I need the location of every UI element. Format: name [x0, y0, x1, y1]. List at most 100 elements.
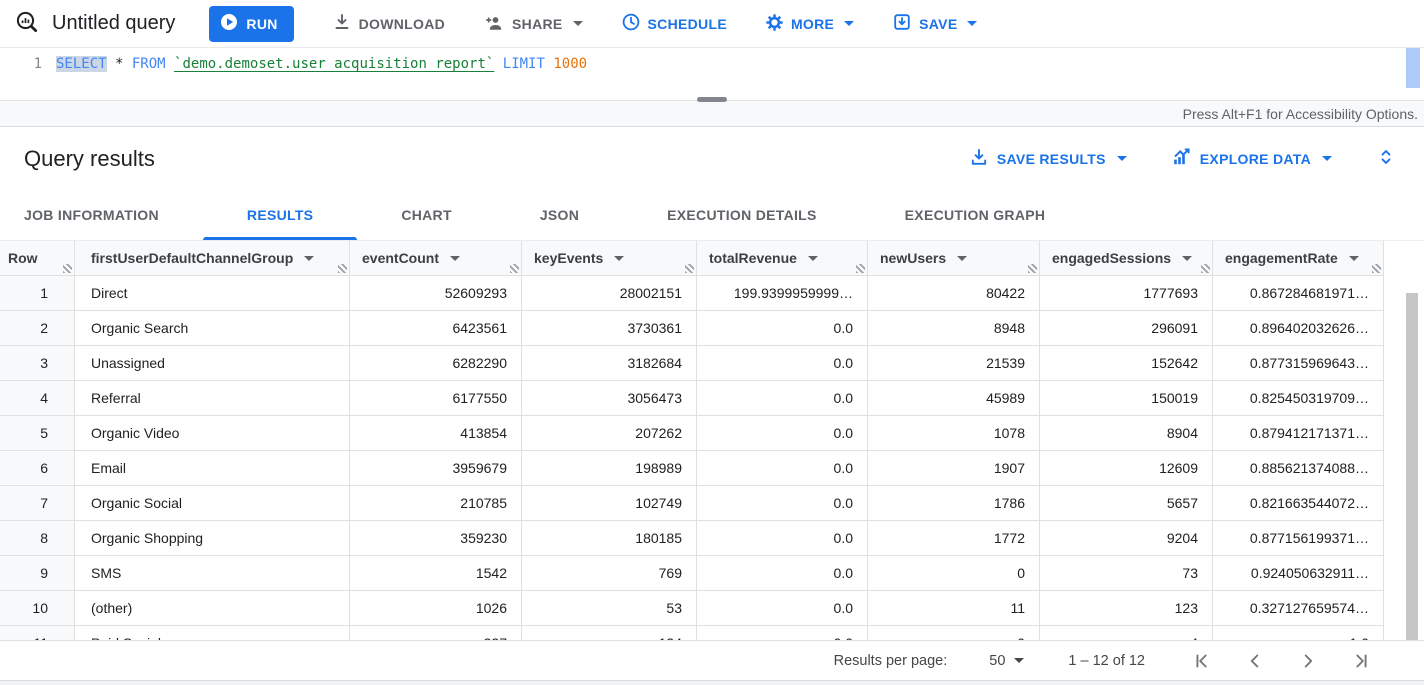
tab-json[interactable]: JSON	[539, 207, 580, 223]
table-scrollbar-thumb[interactable]	[1406, 293, 1418, 640]
data-cell: 207262	[522, 416, 697, 450]
sql-code-line[interactable]: SELECT * FROM `demo.demoset.user_acquisi…	[56, 48, 587, 100]
pane-resize-handle[interactable]	[697, 97, 727, 102]
collapse-panel-button[interactable]	[1376, 147, 1396, 170]
first-page-button[interactable]	[1191, 650, 1213, 672]
data-cell: 769	[522, 556, 697, 590]
data-cell: 210785	[350, 486, 522, 520]
data-cell: 8904	[1040, 416, 1213, 450]
chevron-down-icon	[1116, 156, 1127, 161]
sql-token-table-link[interactable]: `demo.demoset.user_acquisition_report`	[174, 56, 495, 72]
data-cell: 1078	[868, 416, 1040, 450]
column-header-engagedSessions[interactable]: engagedSessions	[1040, 241, 1213, 275]
row-number-cell: 10	[0, 591, 75, 625]
tab-execution-graph[interactable]: EXECUTION GRAPH	[904, 207, 1046, 223]
arrow-drop-down-icon[interactable]	[1182, 255, 1193, 261]
row-number-cell: 7	[0, 486, 75, 520]
data-cell: (other)	[75, 591, 350, 625]
last-page-button[interactable]	[1350, 650, 1372, 672]
data-cell: 3730361	[522, 311, 697, 345]
arrow-drop-down-icon[interactable]	[614, 255, 625, 261]
column-header-newUsers[interactable]: newUsers	[868, 241, 1040, 275]
arrow-drop-down-icon[interactable]	[450, 255, 460, 261]
share-button[interactable]: SHARE	[483, 13, 583, 35]
sql-token-plain: *	[106, 56, 132, 72]
arrow-drop-down-icon[interactable]	[807, 255, 818, 261]
tab-results[interactable]: RESULTS	[202, 190, 358, 240]
resize-grip-icon[interactable]	[338, 264, 347, 273]
data-cell: 6423561	[350, 311, 522, 345]
data-cell: 9204	[1040, 521, 1213, 555]
data-cell: 0.0	[697, 346, 868, 380]
data-cell: 4	[1040, 626, 1213, 640]
tab-chart[interactable]: CHART	[401, 207, 452, 223]
data-cell: Direct	[75, 276, 350, 310]
download-tray-icon	[969, 147, 989, 170]
row-number-cell: 8	[0, 521, 75, 555]
editor-scrollbar-thumb[interactable]	[1406, 48, 1420, 88]
data-cell: 73	[1040, 556, 1213, 590]
sql-token-plain	[166, 56, 174, 72]
arrow-drop-down-icon[interactable]	[1348, 255, 1359, 261]
editor-status-bar: Press Alt+F1 for Accessibility Options.	[0, 97, 1424, 127]
column-header-keyEvents[interactable]: keyEvents	[522, 241, 697, 275]
query-title[interactable]: Untitled query	[52, 12, 176, 34]
schedule-button[interactable]: SCHEDULE	[621, 12, 727, 35]
resize-grip-icon[interactable]	[1028, 264, 1037, 273]
table-body: 1 Direct 52609293 28002151 199.9399959999… 80…	[0, 276, 1424, 640]
data-cell: 52609293	[350, 276, 522, 310]
download-button[interactable]: DOWNLOAD	[332, 12, 445, 35]
explore-data-label: EXPLORE DATA	[1199, 150, 1311, 167]
resize-grip-icon[interactable]	[685, 264, 694, 273]
column-header-Row[interactable]: Row	[0, 241, 75, 275]
column-header-totalRevenue[interactable]: totalRevenue	[697, 241, 868, 275]
data-cell: 3056473	[522, 381, 697, 415]
resize-grip-icon[interactable]	[1372, 264, 1381, 273]
more-button[interactable]: MORE	[765, 13, 855, 35]
save-label: SAVE	[919, 15, 958, 32]
arrow-drop-down-icon[interactable]	[957, 255, 968, 261]
download-icon	[332, 12, 352, 35]
data-cell: 1772	[868, 521, 1040, 555]
data-cell: 3182684	[522, 346, 697, 380]
data-cell: 1777693	[1040, 276, 1213, 310]
data-cell: 0.877156199371…	[1213, 521, 1384, 555]
resize-grip-icon[interactable]	[63, 264, 72, 273]
column-header-firstUserDefaultChannelGroup[interactable]: firstUserDefaultChannelGroup	[75, 241, 350, 275]
data-cell: Paid Social	[75, 626, 350, 640]
arrow-drop-down-icon[interactable]	[304, 255, 315, 261]
tab-job-information[interactable]: JOB INFORMATION	[24, 207, 159, 223]
previous-page-button[interactable]	[1244, 650, 1266, 672]
data-cell: 0	[868, 626, 1040, 640]
data-cell: 150019	[1040, 381, 1213, 415]
column-label: firstUserDefaultChannelGroup	[91, 250, 294, 266]
tab-execution-details[interactable]: EXECUTION DETAILS	[667, 207, 817, 223]
data-cell: 0.821663544072…	[1213, 486, 1384, 520]
data-cell: Organic Social	[75, 486, 350, 520]
resize-grip-icon[interactable]	[1201, 264, 1210, 273]
save-box-icon	[892, 12, 912, 35]
chevron-left-icon	[1244, 650, 1266, 672]
explore-data-button[interactable]: EXPLORE DATA	[1171, 147, 1332, 170]
line-number: 1	[33, 56, 42, 72]
table-row: 1 Direct 52609293 28002151 199.9399959999… 80…	[0, 276, 1384, 311]
save-button[interactable]: SAVE	[892, 12, 978, 35]
data-cell: 0.879412171371…	[1213, 416, 1384, 450]
page-size-select[interactable]: 50	[989, 652, 1025, 669]
resize-grip-icon[interactable]	[510, 264, 519, 273]
column-header-eventCount[interactable]: eventCount	[350, 241, 522, 275]
page-size-value: 50	[989, 652, 1006, 669]
resize-grip-icon[interactable]	[856, 264, 865, 273]
data-cell: 0.825450319709…	[1213, 381, 1384, 415]
data-cell: 0.924050632911…	[1213, 556, 1384, 590]
table-row: 7 Organic Social 210785 102749 0.0 1786 5657 0.…	[0, 486, 1384, 521]
sql-editor[interactable]: 1 SELECT * FROM `demo.demoset.user_acqui…	[0, 48, 1424, 100]
column-header-engagementRate[interactable]: engagementRate	[1213, 241, 1384, 275]
save-results-button[interactable]: SAVE RESULTS	[969, 147, 1127, 170]
data-cell: Unassigned	[75, 346, 350, 380]
next-page-button[interactable]	[1297, 650, 1319, 672]
data-cell: 413854	[350, 416, 522, 450]
data-cell: 53	[522, 591, 697, 625]
chart-explore-icon	[1171, 147, 1192, 170]
run-button[interactable]: RUN	[209, 5, 294, 42]
